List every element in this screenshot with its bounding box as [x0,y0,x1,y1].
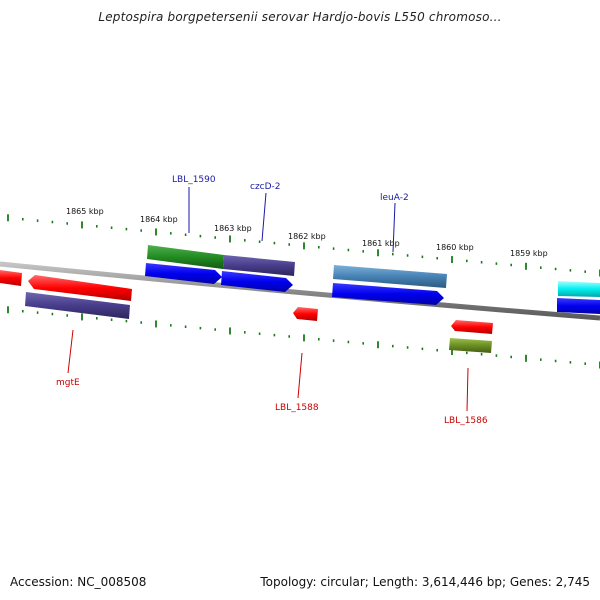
page-title: Leptospira borgpetersenii serovar Hardjo… [98,10,502,24]
ruler-label: 1859 kbp [510,249,548,258]
ruler-label: 1861 kbp [362,239,400,248]
ruler-label: 1864 kbp [140,215,178,224]
cds-forward[interactable] [145,263,222,284]
cds-forward[interactable] [557,298,600,314]
gene-czcD-2[interactable] [223,255,295,276]
gene-label-czcD-2: czcD-2 [250,182,281,192]
gene-LBL_1588[interactable] [293,307,318,321]
gene-label-LBL_1590: LBL_1590 [172,175,216,185]
inner-ruler [7,306,600,369]
gene-label-LBL_1586: LBL_1586 [444,416,488,426]
ruler-label: 1862 kbp [288,232,326,241]
callout-line [466,367,469,412]
gene-mgtE[interactable] [25,275,132,319]
outer-ruler [7,214,600,277]
gene-label-mgtE: mgtE [56,378,80,388]
gene-label-LBL_1588: LBL_1588 [275,403,319,413]
gene-left-partial[interactable] [0,270,22,286]
accession-text: Accession: NC_008508 [10,575,147,589]
gene-cyan[interactable] [558,281,600,297]
callout-line [67,329,74,374]
ruler-label: 1860 kbp [436,243,474,252]
gene-LBL_1586[interactable] [449,320,493,353]
ruler-label: 1865 kbp [66,207,104,216]
cds-forward[interactable] [332,283,444,305]
ruler-label: 1863 kbp [214,224,252,233]
callout-line [261,192,267,242]
topology-summary: Topology: circular; Length: 3,614,446 bp… [260,575,590,589]
gene-label-leuA-2: leuA-2 [380,193,409,203]
callout-line [297,352,303,399]
gene-leuA-2[interactable] [333,265,447,288]
gene-LBL_1590[interactable] [147,245,224,269]
cds-forward[interactable] [221,271,293,292]
chromosome-backbone [0,261,600,321]
callout-line [392,202,396,253]
